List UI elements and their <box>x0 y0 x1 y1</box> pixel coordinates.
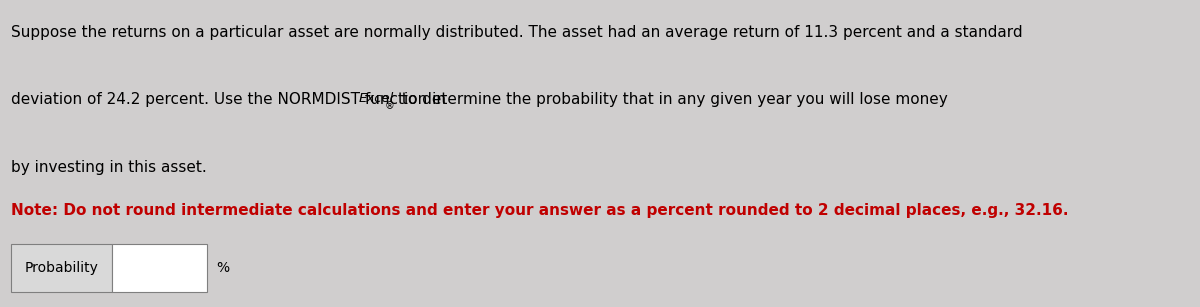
Text: deviation of 24.2 percent. Use the NORMDIST function in: deviation of 24.2 percent. Use the NORMD… <box>11 92 445 107</box>
Text: Note: Do not round intermediate calculations and enter your answer as a percent : Note: Do not round intermediate calculat… <box>11 203 1068 218</box>
Text: to determine the probability that in any given year you will lose money: to determine the probability that in any… <box>397 92 948 107</box>
Text: Excel: Excel <box>359 92 394 105</box>
Text: by investing in this asset.: by investing in this asset. <box>11 160 206 175</box>
FancyBboxPatch shape <box>112 244 208 292</box>
Text: ®: ® <box>384 101 395 111</box>
FancyBboxPatch shape <box>11 244 112 292</box>
Text: Suppose the returns on a particular asset are normally distributed. The asset ha: Suppose the returns on a particular asse… <box>11 25 1022 40</box>
Text: Probability: Probability <box>24 261 98 275</box>
Text: %: % <box>216 261 229 275</box>
